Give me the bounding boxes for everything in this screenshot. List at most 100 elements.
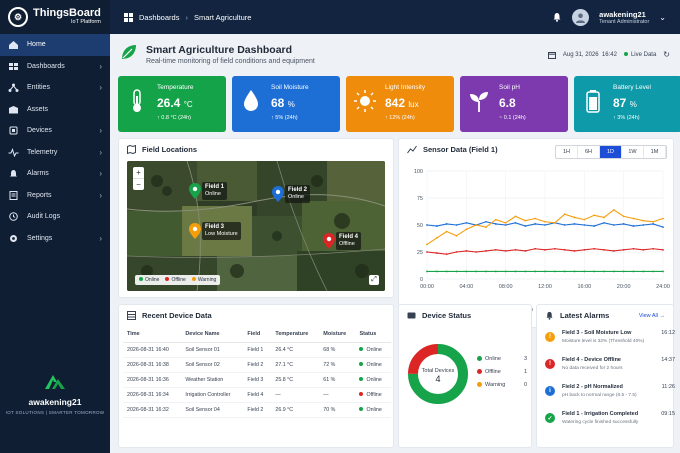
data-point — [544, 248, 546, 251]
x-tick-label: 08:00 — [499, 284, 513, 290]
field-name: Field 4 — [339, 234, 359, 240]
footer-brand: awakening21 — [28, 397, 82, 407]
user-avatar[interactable] — [572, 8, 590, 26]
data-point — [573, 223, 576, 225]
table-row[interactable]: 2026-08-31 16:38 Soil Sensor 02 Field 2 27.… — [123, 357, 391, 373]
kpi-card-soil-moisture[interactable]: Soil Moisture 68 % ↑ 5% (24h) — [232, 76, 340, 132]
cell-status: Online — [355, 357, 391, 373]
sidebar-item-telemetry[interactable]: Telemetry › — [0, 142, 110, 164]
chevron-right-icon: › — [99, 126, 102, 136]
sidebar-item-settings[interactable]: Settings › — [0, 228, 110, 250]
column-header[interactable]: Temperature — [271, 327, 320, 343]
alarm-description: pH back to normal range (6.5 - 7.5) — [562, 393, 637, 398]
timeframe-button-1d[interactable]: 1D — [600, 146, 622, 158]
field-map[interactable]: + − Field 1 Online Field 2 Online Field 3 Low… — [127, 161, 385, 291]
brand[interactable]: ⚙ ThingsBoard IoT Platform — [0, 0, 110, 34]
cell-device: Weather Station — [181, 372, 244, 388]
map-icon — [127, 145, 136, 154]
alarm-item[interactable]: ✓ Field 1 - Irrigation Completed Watering … — [545, 410, 675, 434]
data-point — [524, 219, 527, 222]
timeframe-button-1m[interactable]: 1M — [644, 146, 666, 158]
alarm-severity-icon: ✓ — [545, 413, 555, 423]
kpi-card-temperature[interactable]: Temperature 26.4 °C ↑ 0.8 °C (24h) — [118, 76, 226, 132]
donut-segment-offline — [408, 344, 468, 404]
breadcrumb-separator-icon: › — [185, 12, 188, 22]
donut-total-value: 4 — [435, 374, 440, 384]
breadcrumb-dashboards[interactable]: Dashboards — [139, 12, 180, 22]
sidebar-item-devices[interactable]: Devices › — [0, 120, 110, 142]
column-header[interactable]: Moisture — [319, 327, 356, 343]
page-title: Smart Agriculture Dashboard — [146, 44, 293, 56]
cell-field: Field 1 — [243, 342, 272, 358]
map-marker-label: Field 2 Online — [285, 185, 311, 203]
table-row[interactable]: 2026-08-31 16:32 Soil Sensor 04 Field 2 26.… — [123, 402, 391, 418]
sidebar-item-entities[interactable]: Entities › — [0, 77, 110, 99]
sidebar-item-home[interactable]: Home — [0, 34, 110, 56]
data-point — [603, 216, 605, 219]
chevron-right-icon: › — [99, 190, 102, 200]
timeframe-button-6h[interactable]: 6H — [578, 146, 600, 158]
column-header[interactable]: Status — [355, 327, 391, 343]
cell-moisture: 61 % — [319, 372, 356, 388]
sidebar-item-dashboards[interactable]: Dashboards › — [0, 56, 110, 78]
data-point — [455, 251, 458, 253]
timeframe-button-1h[interactable]: 1H — [556, 146, 578, 158]
user-menu-chevron-icon[interactable]: ⌄ — [659, 12, 666, 22]
kpi-label: Temperature — [157, 84, 194, 91]
water-drop-icon — [244, 90, 258, 111]
data-point — [553, 221, 556, 224]
cell-status: Online — [355, 372, 391, 388]
kpi-label: Battery Level — [613, 84, 651, 91]
sidebar-item-audit-logs[interactable]: Audit Logs — [0, 206, 110, 228]
chevron-right-icon: › — [99, 83, 102, 93]
notification-bell-icon[interactable] — [552, 12, 562, 22]
column-header[interactable]: Time — [123, 327, 182, 343]
kpi-value-wrap: 26.4 °C — [157, 96, 193, 110]
view-all-link[interactable]: View All → — [638, 313, 665, 319]
data-point — [583, 224, 586, 226]
data-point — [652, 223, 655, 225]
dashboards-icon — [9, 62, 18, 70]
status-legend-label: Warning — [485, 381, 506, 388]
sidebar-item-label: Telemetry — [27, 148, 58, 156]
data-point — [622, 223, 625, 225]
sidebar-item-reports[interactable]: Reports › — [0, 185, 110, 207]
map-card-header: Field Locations — [127, 145, 197, 154]
kpi-card-battery-level[interactable]: Battery Level 87 % ↑ 3% (24h) — [574, 76, 680, 132]
sidebar-item-assets[interactable]: Assets — [0, 99, 110, 121]
table-row[interactable]: 2026-08-31 16:36 Weather Station Field 3 25… — [123, 372, 391, 388]
data-point — [622, 270, 625, 273]
kpi-value-wrap: 87 % — [613, 96, 637, 110]
alarm-item[interactable]: ! Field 4 - Device Offline No data receive… — [545, 356, 675, 380]
data-point — [622, 215, 625, 218]
alarm-item[interactable]: i Field 2 - pH Normalized pH back to norma… — [545, 383, 675, 407]
column-header[interactable]: Device Name — [181, 327, 244, 343]
y-tick-label: 25 — [417, 250, 423, 256]
field-name: Field 2 — [288, 187, 308, 193]
alarm-time: 14:37 — [661, 357, 675, 363]
refresh-icon[interactable]: ↻ — [663, 50, 670, 59]
user-info[interactable]: awakening21 Tenant Administrator — [599, 10, 649, 25]
x-tick-label: 00:00 — [420, 284, 434, 290]
donut-segments — [408, 344, 468, 404]
zoom-in-button[interactable]: + — [133, 167, 144, 179]
sidebar-item-alarms[interactable]: Alarms › — [0, 163, 110, 185]
data-point — [534, 247, 537, 250]
kpi-card-soil-ph[interactable]: Soil pH 6.8 ~ 0.1 (24h) — [460, 76, 568, 132]
kpi-card-light-intensity[interactable]: Light Intensity 842 lux ↑ 12% (24h) — [346, 76, 454, 132]
data-point — [494, 270, 497, 273]
data-point — [603, 221, 605, 224]
sensor-line-chart: 0 25 50 75 100 00:00 04:00 08:00 12:00 16:00 20:00… — [411, 169, 670, 313]
table-row[interactable]: 2026-08-31 16:40 Soil Sensor 01 Field 1 26.… — [123, 342, 391, 358]
alarm-item[interactable]: ! Field 3 - Soil Moisture Low Moisture lev… — [545, 329, 675, 353]
zoom-out-button[interactable]: − — [136, 180, 141, 189]
column-header[interactable]: Field — [243, 327, 272, 343]
cell-time: 2026-08-31 16:40 — [123, 342, 182, 358]
data-point — [563, 248, 566, 251]
timeframe-button-1w[interactable]: 1W — [622, 146, 644, 158]
page-subtitle: Real-time monitoring of field conditions… — [146, 58, 315, 65]
fullscreen-icon[interactable]: ⤢ — [369, 275, 379, 285]
kpi-delta: ↑ 3% (24h) — [613, 115, 640, 121]
data-point — [435, 252, 438, 254]
table-row[interactable]: 2026-08-31 16:34 Irrigation Controller Fie… — [123, 387, 391, 403]
